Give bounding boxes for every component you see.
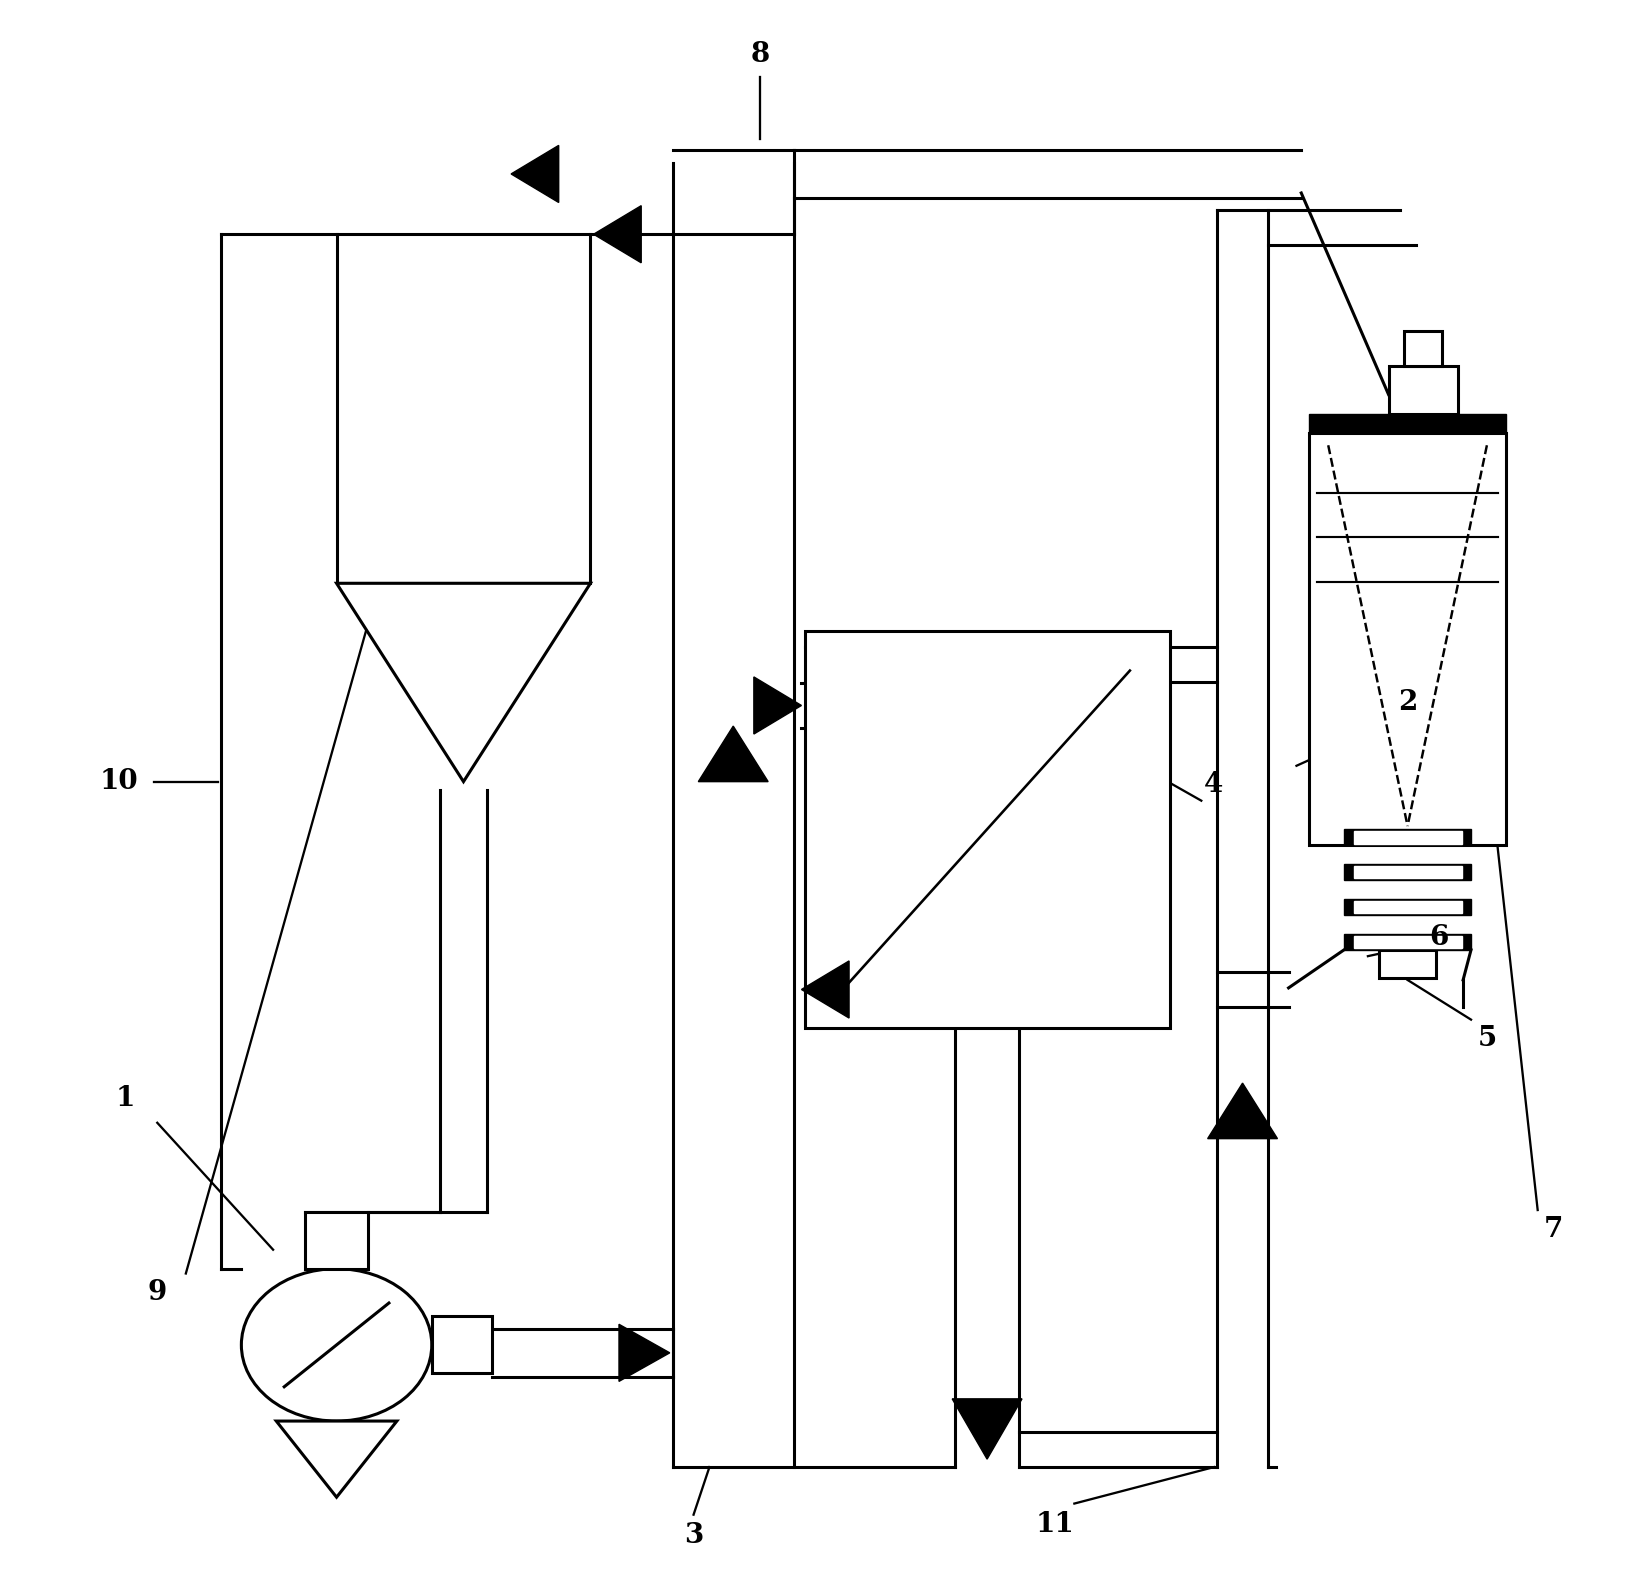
Text: 2: 2 — [1398, 689, 1418, 716]
Polygon shape — [594, 206, 642, 263]
Polygon shape — [1344, 935, 1470, 949]
Bar — [1310, 432, 1506, 845]
Text: 8: 8 — [750, 41, 770, 69]
Polygon shape — [1310, 413, 1506, 432]
Text: 7: 7 — [1544, 1215, 1564, 1243]
Text: 9: 9 — [148, 1279, 167, 1306]
Polygon shape — [276, 1421, 397, 1498]
Polygon shape — [1344, 864, 1470, 880]
Bar — [1405, 332, 1442, 365]
Polygon shape — [1344, 829, 1470, 845]
Bar — [1388, 365, 1459, 413]
Text: 1: 1 — [117, 1086, 135, 1112]
Polygon shape — [510, 145, 558, 203]
Bar — [432, 1316, 492, 1373]
Polygon shape — [753, 676, 801, 734]
Text: 4: 4 — [1204, 772, 1224, 799]
Bar — [804, 632, 1170, 1027]
Polygon shape — [801, 960, 848, 1018]
Polygon shape — [699, 726, 768, 782]
Polygon shape — [1354, 936, 1462, 949]
Bar — [1378, 949, 1436, 978]
Polygon shape — [1354, 831, 1462, 844]
Polygon shape — [952, 1399, 1022, 1459]
Bar — [305, 1212, 368, 1268]
Text: 10: 10 — [100, 769, 138, 796]
Text: 11: 11 — [1035, 1510, 1075, 1538]
Polygon shape — [1344, 900, 1470, 916]
Polygon shape — [1354, 866, 1462, 879]
Polygon shape — [619, 1324, 670, 1381]
Text: 6: 6 — [1429, 924, 1449, 951]
Polygon shape — [1208, 1083, 1277, 1139]
Bar — [336, 234, 591, 584]
Polygon shape — [336, 584, 591, 782]
Ellipse shape — [241, 1268, 432, 1421]
Text: 3: 3 — [684, 1522, 704, 1549]
Text: 5: 5 — [1477, 1026, 1497, 1053]
Polygon shape — [1354, 901, 1462, 914]
